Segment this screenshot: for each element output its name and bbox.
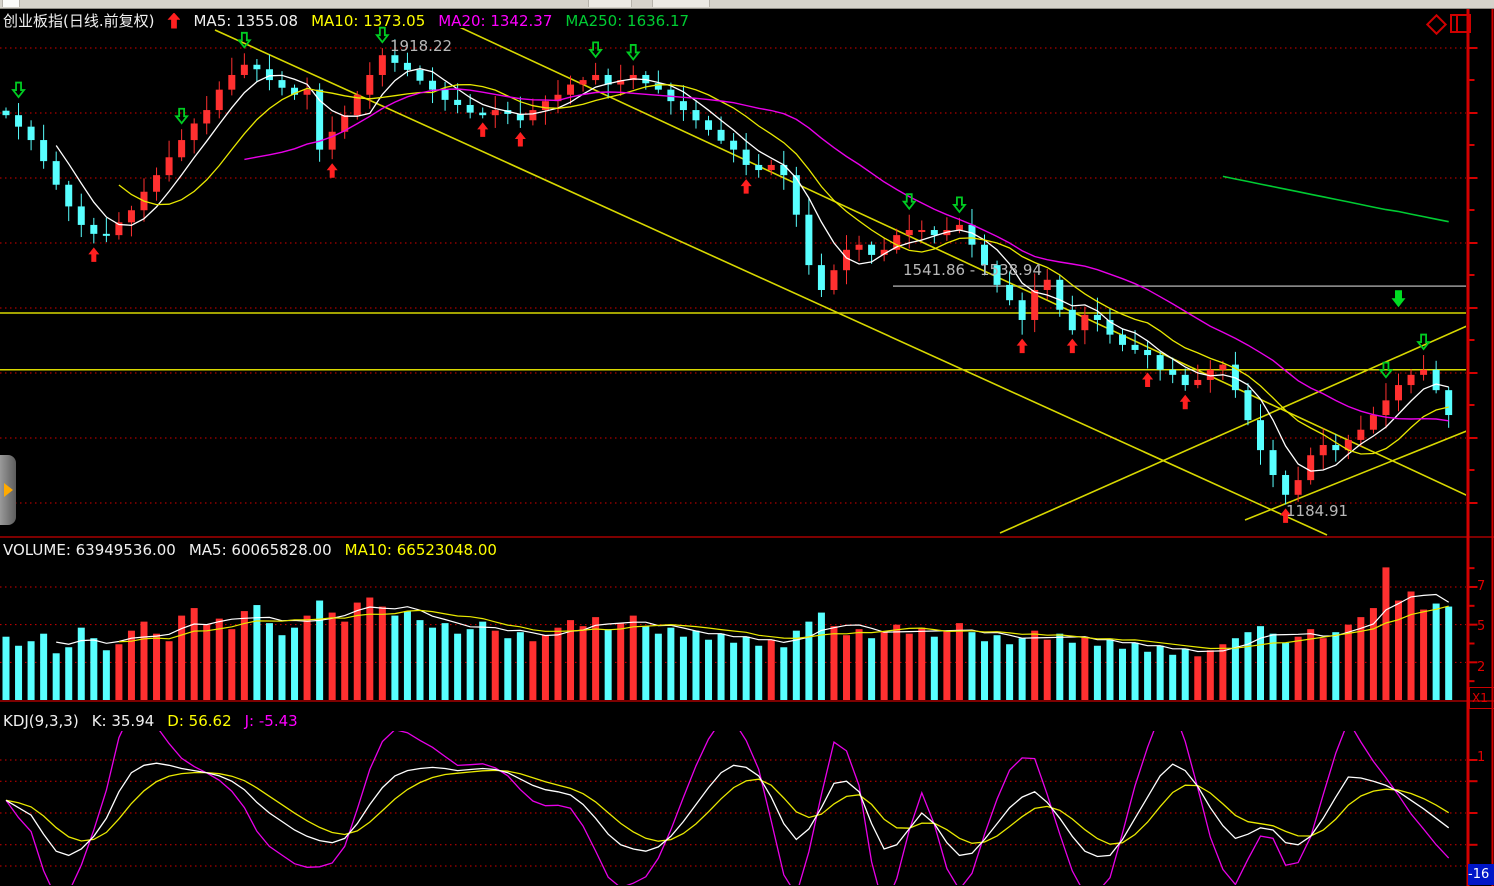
ma250-value: MA250: 1636.17 <box>565 11 690 30</box>
kdj-d-value: D: 56.62 <box>167 712 232 730</box>
volume-ma5-value: MA5: 60065828.00 <box>188 541 332 559</box>
kdj-axis-tick-label: 1 <box>1477 750 1486 765</box>
buy-arrow-icon <box>88 247 100 262</box>
top-strip-segment <box>2 0 20 7</box>
top-strip-segment <box>588 0 632 7</box>
volume-axis-tick-label: 5 <box>1477 619 1486 634</box>
volume-unit-label: X1 <box>1469 687 1494 709</box>
sidebar-expand-tab[interactable] <box>0 455 16 525</box>
buy-arrow-icon <box>740 179 752 194</box>
sell-arrow-icon <box>952 196 967 214</box>
sell-arrow-icon <box>1416 333 1431 351</box>
ma20-value: MA20: 1342.37 <box>438 11 553 30</box>
ma10-value: MA10: 1373.05 <box>311 11 426 30</box>
low-price-label: 1184.91 <box>1286 502 1349 520</box>
buy-arrow-icon <box>1066 338 1078 354</box>
sell-arrow-icon <box>237 31 252 49</box>
up-arrow-icon <box>167 12 181 29</box>
buy-arrow-icon <box>514 131 526 147</box>
buy-arrow-icon <box>477 122 489 137</box>
top-strip-segment <box>652 0 710 7</box>
sell-arrow-icon <box>174 107 189 125</box>
kdj-params: KDJ(9,3,3) <box>3 712 79 730</box>
volume-value: VOLUME: 63949536.00 <box>3 541 176 559</box>
volume-axis-tick-label: 2 <box>1477 660 1486 675</box>
sell-arrow-icon <box>625 44 641 61</box>
ma5-value: MA5: 1355.08 <box>193 11 299 30</box>
window-split-icon[interactable] <box>1450 14 1471 33</box>
kdj-k-value: K: 35.94 <box>91 712 155 730</box>
kdj-current-badge: -16 <box>1468 864 1494 885</box>
expand-arrow-icon <box>3 483 13 497</box>
sell-arrow-icon <box>901 193 917 211</box>
buy-arrow-icon <box>1016 338 1028 354</box>
range-price-label: 1541.86 - 1538.94 <box>903 261 1043 279</box>
buy-arrow-icon <box>1142 372 1154 387</box>
buy-arrow-icon <box>1280 508 1292 523</box>
volume-pane-header: VOLUME: 63949536.00 MA5: 60065828.00 MA1… <box>3 541 497 559</box>
sell-arrow-icon <box>374 26 390 44</box>
window-split-divider <box>1456 16 1458 31</box>
peak-price-label: 1918.22 <box>390 37 453 55</box>
volume-axis-tick-label: 7 <box>1477 579 1486 594</box>
sell-arrow-icon <box>1378 361 1394 379</box>
sell-arrow-icon <box>588 41 603 59</box>
main-chart-header: 创业板指(日线.前复权) MA5: 1355.08 MA10: 1373.05 … <box>3 10 689 31</box>
sell-solid-arrow-icon <box>1391 290 1406 308</box>
symbol-title: 创业板指(日线.前复权) <box>3 12 155 30</box>
window-top-strip <box>0 0 1494 9</box>
kdj-j-value: J: -5.43 <box>244 712 298 730</box>
volume-ma10-value: MA10: 66523048.00 <box>344 541 497 559</box>
buy-arrow-icon <box>326 163 338 178</box>
sell-arrow-icon <box>11 81 26 99</box>
buy-arrow-icon <box>1179 394 1191 410</box>
kdj-pane-header: KDJ(9,3,3) K: 35.94 D: 56.62 J: -5.43 <box>3 712 298 730</box>
